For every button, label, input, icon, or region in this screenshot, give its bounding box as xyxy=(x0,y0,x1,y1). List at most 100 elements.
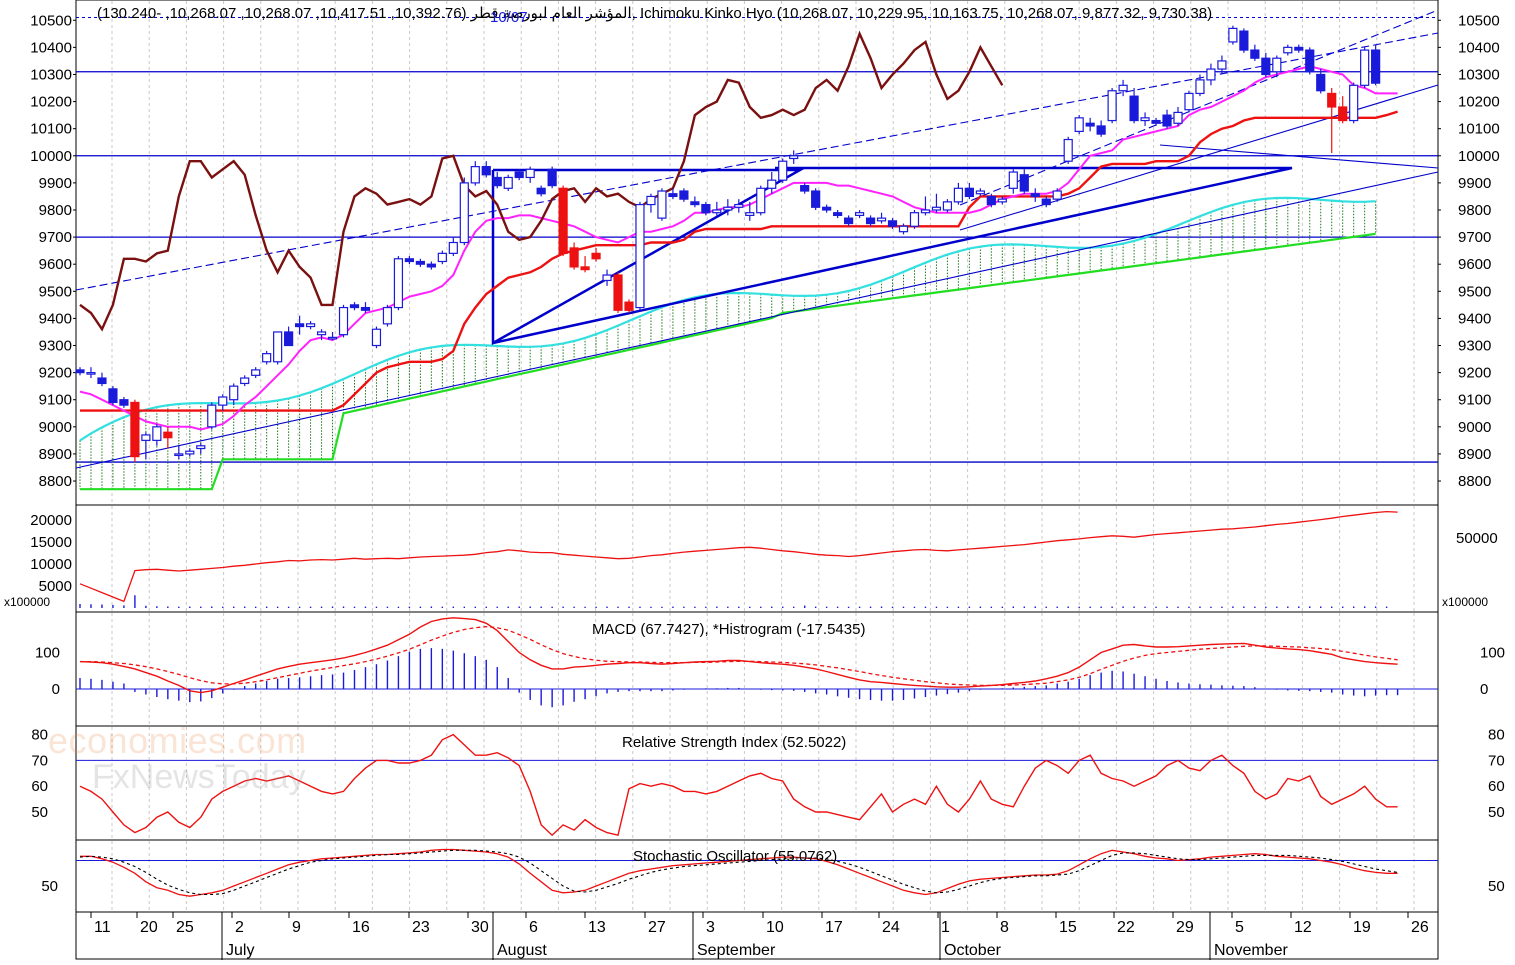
candle-body xyxy=(514,171,524,179)
candle-body xyxy=(1360,49,1370,86)
candle-body xyxy=(975,190,985,195)
candle-body xyxy=(86,372,96,375)
price-tick-left: 9900 xyxy=(39,175,72,192)
candle-body xyxy=(1305,49,1315,73)
price-tick-left: 9700 xyxy=(39,229,72,246)
candle-body xyxy=(1371,49,1381,84)
price-tick-right: 8900 xyxy=(1458,446,1491,463)
price-tick-left: 9000 xyxy=(39,419,72,436)
rsi-tick-right: 50 xyxy=(1488,804,1505,821)
candle-body xyxy=(964,187,974,198)
candle-body xyxy=(174,453,184,457)
price-tick-right: 10500 xyxy=(1458,12,1500,29)
candle-body xyxy=(657,190,667,219)
candle-body xyxy=(371,328,382,347)
candle-body xyxy=(854,212,865,217)
candle-body xyxy=(745,212,755,217)
candle-body xyxy=(1217,60,1227,70)
day-label: 13 xyxy=(588,919,606,936)
price-tick-left: 9600 xyxy=(39,256,72,273)
ichimoku-cloud xyxy=(79,197,1377,490)
candle-body xyxy=(130,401,140,458)
price-tick-right: 8800 xyxy=(1458,473,1491,490)
candle-body xyxy=(1349,84,1359,122)
candle-body xyxy=(404,258,414,263)
macd-title: MACD (67.7427), *Histrogram (-17.5435) xyxy=(592,621,865,638)
day-label: 10 xyxy=(766,919,784,936)
day-label: 19 xyxy=(1353,919,1371,936)
candle-body xyxy=(679,190,689,200)
candle-body xyxy=(108,388,118,404)
macd-tick-left: 0 xyxy=(52,681,60,698)
candle-body xyxy=(887,220,898,227)
candle-body xyxy=(492,176,502,187)
price-tick-left: 9400 xyxy=(39,310,72,327)
candle-body xyxy=(437,252,447,263)
price-tick-left: 10000 xyxy=(30,148,72,165)
price-tick-right: 9900 xyxy=(1458,175,1491,192)
candle-body xyxy=(778,160,788,181)
candle-body xyxy=(97,377,107,385)
rsi-tick-right: 70 xyxy=(1488,752,1505,769)
candle-body xyxy=(1096,125,1106,135)
candle-body xyxy=(591,252,601,260)
rsi-title: Relative Strength Index (52.5022) xyxy=(622,734,846,751)
rsi-tick-left: 60 xyxy=(31,778,48,795)
price-header-text: المؤشر العام لبورصة قطر (10,392.76, 10,4… xyxy=(97,5,1212,22)
lower-channel-line xyxy=(75,171,1439,469)
stoch-tick-right: 50 xyxy=(1488,878,1505,895)
candle-body xyxy=(953,187,964,203)
price-tick-left: 10300 xyxy=(30,66,72,83)
price-tick-left: 9100 xyxy=(39,392,72,409)
candle-body xyxy=(876,217,887,222)
candle-body xyxy=(393,258,404,309)
candle-body xyxy=(1019,174,1029,192)
candle-body xyxy=(1129,95,1139,122)
price-tick-right: 9600 xyxy=(1458,256,1491,273)
candle-body xyxy=(942,201,953,211)
day-label: 12 xyxy=(1294,919,1312,936)
rsi-tick-right: 80 xyxy=(1488,727,1505,744)
candle-body xyxy=(909,212,920,227)
candle-body xyxy=(503,176,513,189)
candle-body xyxy=(152,426,162,441)
candle-body xyxy=(207,404,217,428)
day-label: 6 xyxy=(529,919,538,936)
price-tick-right: 10300 xyxy=(1458,66,1500,83)
day-label: 5 xyxy=(1235,919,1244,936)
candle-body xyxy=(415,260,425,265)
candle-body xyxy=(218,396,228,406)
price-tick-right: 10100 xyxy=(1458,121,1500,138)
candle-body xyxy=(580,266,590,271)
price-tick-left: 10500 xyxy=(30,12,72,29)
day-label: 27 xyxy=(648,919,666,936)
candle-body xyxy=(1294,46,1304,51)
candle-body xyxy=(1085,122,1095,127)
macd-tick-right: 100 xyxy=(1480,645,1505,662)
candle-body xyxy=(613,274,623,311)
candle-body xyxy=(360,306,371,311)
candle-body xyxy=(163,431,173,439)
day-label: 1 xyxy=(941,919,950,936)
candle-body xyxy=(931,206,942,211)
candle-body xyxy=(986,195,996,206)
candle-body xyxy=(327,336,338,340)
candle-body xyxy=(426,263,436,268)
candle-body xyxy=(1162,114,1172,127)
candles-group xyxy=(75,25,1381,463)
day-label: 17 xyxy=(825,919,843,936)
price-tick-right: 9400 xyxy=(1458,310,1491,327)
senkou-span-a-line xyxy=(79,196,1376,442)
candle-body xyxy=(470,166,480,184)
rsi-tick-right: 60 xyxy=(1488,778,1505,795)
senkou-span-b-line xyxy=(80,232,1376,491)
chikou-span-line xyxy=(79,30,1004,332)
price-tick-left: 10400 xyxy=(30,39,72,56)
candle-body xyxy=(843,217,854,225)
candle-body xyxy=(1074,117,1084,132)
candle-body xyxy=(1272,57,1282,73)
price-tick-right: 9100 xyxy=(1458,392,1491,409)
price-tick-right: 9700 xyxy=(1458,229,1491,246)
